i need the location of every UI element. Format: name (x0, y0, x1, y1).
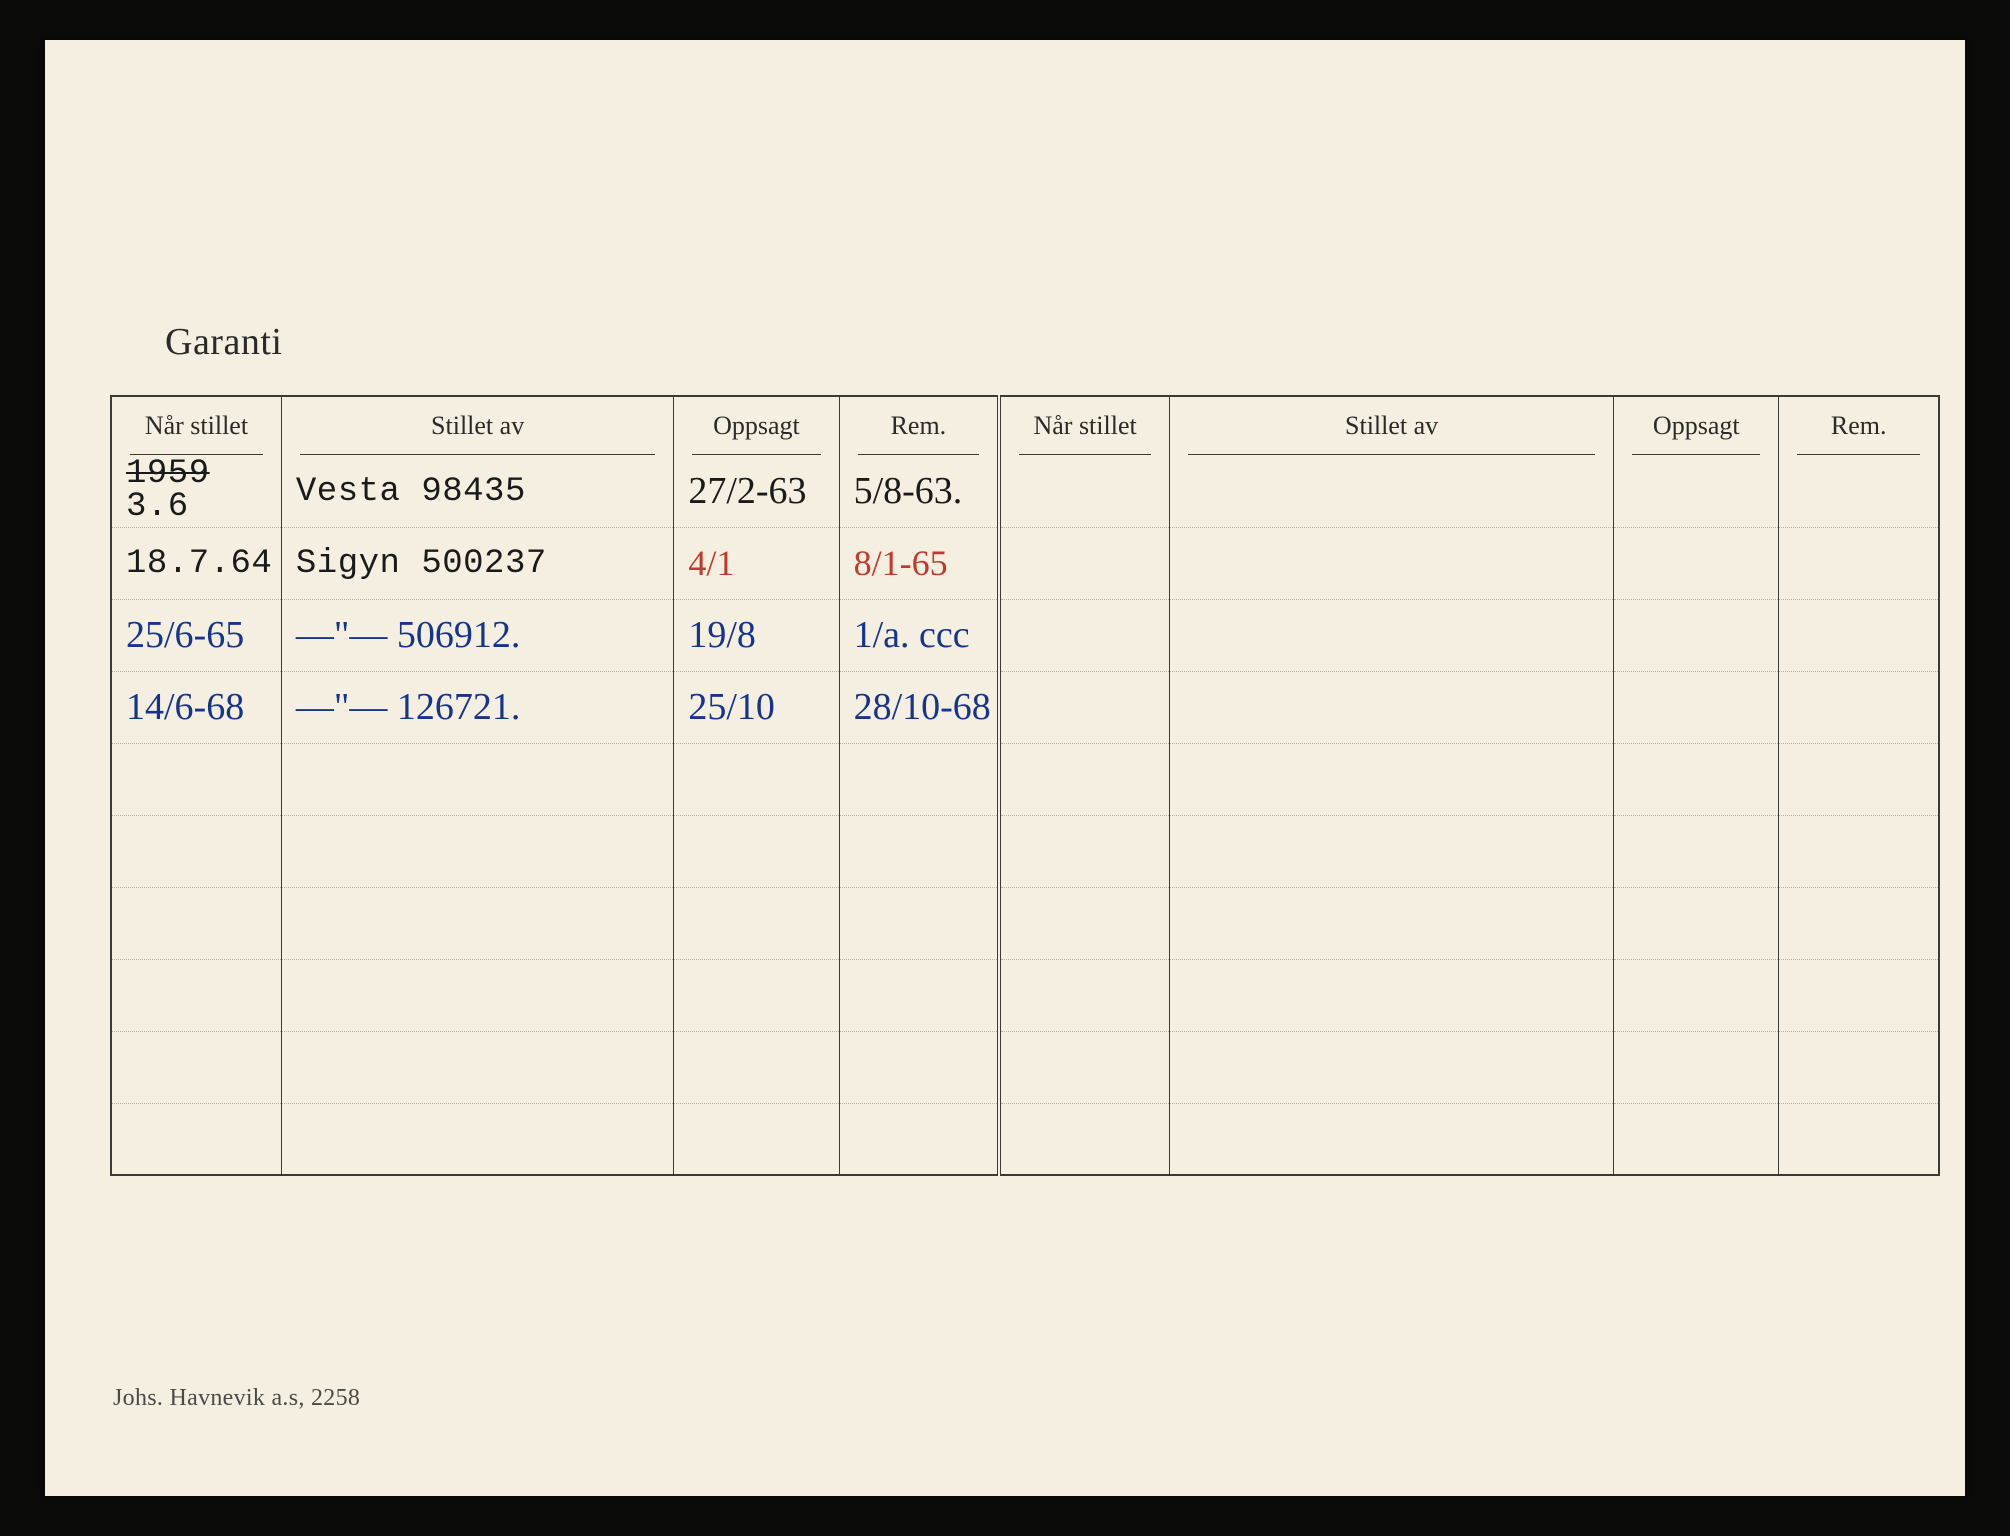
cell-nar2 (999, 527, 1169, 599)
scanned-card: Garanti Når stillet Stillet av Oppsagt R… (45, 40, 1965, 1496)
col-header-rem1: Rem. (839, 396, 999, 455)
cell-rem2 (1779, 527, 1939, 599)
cell-nar1: 14/6-68 (111, 671, 281, 743)
cell-nar2 (999, 599, 1169, 671)
cell-stillet1: Sigyn 500237 (281, 527, 673, 599)
oppsagt-hand: 27/2-63 (688, 470, 806, 512)
card-title: Garanti (165, 320, 282, 364)
cell-stillet2 (1170, 527, 1614, 599)
year-struck: 1959 (126, 458, 281, 490)
table-row (111, 1031, 1939, 1103)
table-row (111, 959, 1939, 1031)
cell-rem2 (1779, 599, 1939, 671)
rem-hand: 1/a. ccc (854, 614, 970, 656)
cell-opp2 (1614, 455, 1779, 527)
cell-stillet2 (1170, 455, 1614, 527)
cell-nar1: 18.7.64 (111, 527, 281, 599)
table-row: 14/6-68 —"— 126721. 25/10 28/10-68 (111, 671, 1939, 743)
date-typed: 18.7.64 (126, 545, 272, 583)
date-hand: 25/6-65 (126, 614, 244, 656)
garanti-table: Når stillet Stillet av Oppsagt Rem. Når … (110, 395, 1940, 1176)
cell-stillet1: —"— 506912. (281, 599, 673, 671)
col-header-rem2: Rem. (1779, 396, 1939, 455)
table-row: 18.7.64 Sigyn 500237 4/1 8/1-65 (111, 527, 1939, 599)
rem-hand: 28/10-68 (854, 686, 991, 728)
party-hand: —"— 126721. (296, 686, 521, 728)
cell-stillet2 (1170, 599, 1614, 671)
col-header-nar2: Når stillet (999, 396, 1169, 455)
table-row (111, 743, 1939, 815)
cell-rem2 (1779, 455, 1939, 527)
cell-rem1: 1/a. ccc (839, 599, 999, 671)
col-header-nar1: Når stillet (111, 396, 281, 455)
printer-footer: Johs. Havnevik a.s, 2258 (113, 1385, 360, 1412)
table-row (111, 815, 1939, 887)
cell-stillet2 (1170, 671, 1614, 743)
oppsagt-hand: 19/8 (688, 614, 756, 656)
cell-opp1: 4/1 (674, 527, 839, 599)
col-header-stillet2: Stillet av (1170, 396, 1614, 455)
oppsagt-hand: 4/1 (688, 543, 734, 583)
party-hand: —"— 506912. (296, 614, 521, 656)
table-row: 1959 3.6 Vesta 98435 27/2-63 5/8-63. (111, 455, 1939, 527)
date-hand: 14/6-68 (126, 686, 244, 728)
cell-opp1: 27/2-63 (674, 455, 839, 527)
cell-rem1: 28/10-68 (839, 671, 999, 743)
col-header-opp1: Oppsagt (674, 396, 839, 455)
col-header-stillet1: Stillet av (281, 396, 673, 455)
cell-opp2 (1614, 599, 1779, 671)
table-header-row: Når stillet Stillet av Oppsagt Rem. Når … (111, 396, 1939, 455)
cell-opp1: 19/8 (674, 599, 839, 671)
cell-stillet1: Vesta 98435 (281, 455, 673, 527)
cell-rem2 (1779, 671, 1939, 743)
party-typed: Vesta 98435 (296, 473, 526, 511)
party-typed: Sigyn 500237 (296, 545, 547, 583)
cell-nar1: 1959 3.6 (111, 455, 281, 527)
cell-opp2 (1614, 527, 1779, 599)
cell-nar2 (999, 671, 1169, 743)
rem-hand: 5/8-63. (854, 470, 963, 512)
rem-hand: 8/1-65 (854, 543, 948, 583)
cell-opp2 (1614, 671, 1779, 743)
cell-stillet1: —"— 126721. (281, 671, 673, 743)
table-row (111, 887, 1939, 959)
table-row: 25/6-65 —"— 506912. 19/8 1/a. ccc (111, 599, 1939, 671)
cell-rem1: 5/8-63. (839, 455, 999, 527)
table-row (111, 1103, 1939, 1175)
cell-nar1: 25/6-65 (111, 599, 281, 671)
date-typed: 3.6 (126, 491, 281, 523)
cell-rem1: 8/1-65 (839, 527, 999, 599)
cell-nar2 (999, 455, 1169, 527)
cell-opp1: 25/10 (674, 671, 839, 743)
oppsagt-hand: 25/10 (688, 686, 775, 728)
col-header-opp2: Oppsagt (1614, 396, 1779, 455)
